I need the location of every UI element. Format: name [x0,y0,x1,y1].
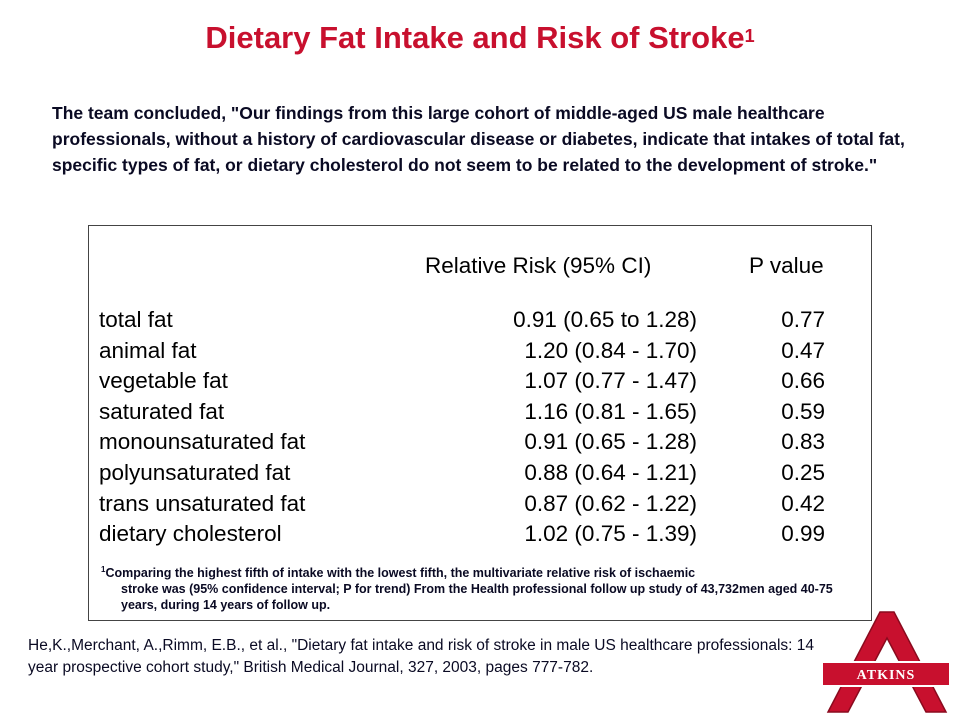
title-footnote-marker: 1 [744,26,755,46]
table-row: monounsaturated fat 0.91 (0.65 - 1.28) 0.8… [89,427,873,458]
slide-title: Dietary Fat Intake and Risk of Stroke1 [0,18,960,58]
row-name: total fat [99,307,173,332]
row-p-value: 0.66 [781,368,825,394]
row-p-value: 0.83 [781,429,825,455]
table-footnote: 1Comparing the highest fifth of intake w… [101,562,865,613]
row-name: animal fat [99,337,197,363]
row-relative-risk: 1.07 (0.77 - 1.47) [524,368,697,394]
table-row: saturated fat 1.16 (0.81 - 1.65) 0.59 [89,397,873,428]
row-relative-risk: 1.20 (0.84 - 1.70) [524,337,697,363]
citation-reference: He,K.,Merchant, A.,Rimm, E.B., et al., "… [28,637,815,676]
table-row: dietary cholesterol 1.02 (0.75 - 1.39) 0.9… [89,519,873,550]
row-name: vegetable fat [99,368,228,394]
table-row: trans unsaturated fat 0.87 (0.62 - 1.22) 0… [89,489,873,520]
footnote-text-rest: stroke was (95% confidence interval; P f… [121,582,833,613]
row-name: dietary cholesterol [99,521,282,547]
row-p-value: 0.59 [781,398,825,424]
row-p-value: 0.47 [781,337,825,363]
row-name: polyunsaturated fat [99,459,291,485]
header-relative-risk: Relative Risk (95% CI) [425,253,652,278]
logo-text: ATKINS [857,668,916,683]
table-row: total fat 0.91 (0.65 to 1.28) 0.77 [89,305,873,336]
table-rows: total fat 0.91 (0.65 to 1.28) 0.77 animal … [89,305,873,550]
row-name: saturated fat [99,398,225,424]
row-relative-risk: 0.91 (0.65 to 1.28) [513,307,697,332]
row-p-value: 0.42 [781,490,825,516]
table-row: vegetable fat 1.07 (0.77 - 1.47) 0.66 [89,366,873,397]
footnote-line-1: 1Comparing the highest fifth of intake w… [101,562,865,581]
row-name: trans unsaturated fat [99,490,306,516]
table-row: animal fat 1.20 (0.84 - 1.70) 0.47 [89,336,873,367]
row-relative-risk: 0.87 (0.62 - 1.22) [524,490,697,516]
table-row: polyunsaturated fat 0.88 (0.64 - 1.21) 0.2… [89,458,873,489]
results-table-box: Relative Risk (95% CI) P value total fat… [88,225,872,621]
header-p-value: P value [749,253,824,278]
footnote-marker: 1 [101,565,106,574]
row-name: monounsaturated fat [99,429,306,455]
atkins-a-logo-icon: ATKINS [821,611,950,713]
row-p-value: 0.25 [781,459,825,485]
row-p-value: 0.99 [781,521,825,547]
row-relative-risk: 1.16 (0.81 - 1.65) [524,398,697,424]
row-p-value: 0.77 [781,307,825,332]
slide-title-text: Dietary Fat Intake and Risk of Stroke [205,20,745,55]
conclusion-quote: The team concluded, "Our findings from t… [52,103,905,175]
row-relative-risk: 0.88 (0.64 - 1.21) [524,459,697,485]
footnote-text-first: Comparing the highest fifth of intake wi… [105,566,696,581]
row-relative-risk: 0.91 (0.65 - 1.28) [524,429,697,455]
row-relative-risk: 1.02 (0.75 - 1.39) [524,521,697,547]
